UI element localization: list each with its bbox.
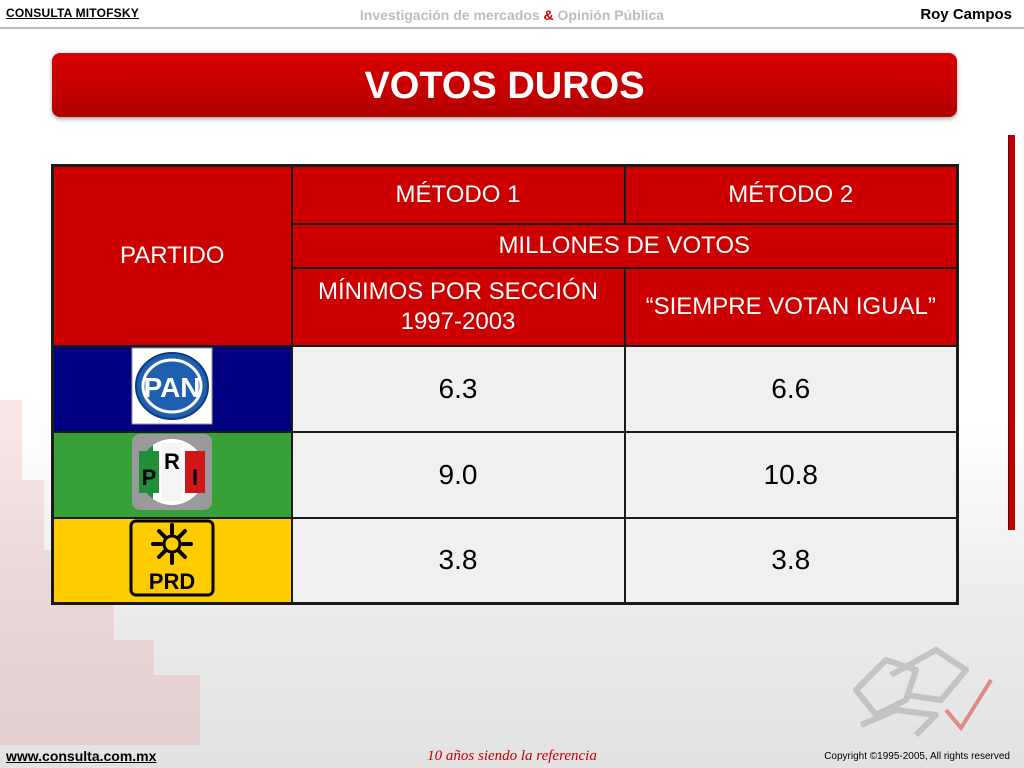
footer-copyright: Copyright ©1995-2005, All rights reserve…	[824, 751, 1010, 762]
footer-slogan: 10 años siendo la referencia	[427, 748, 597, 764]
pan-method2-value: 6.6	[623, 344, 959, 433]
svg-text:PAN: PAN	[144, 372, 201, 403]
pan-method1-value: 6.3	[290, 344, 626, 433]
footer: www.consulta.com.mx 10 años siendo la re…	[0, 746, 1024, 768]
pan-logo-icon: PAN	[131, 347, 213, 430]
svg-text:R: R	[164, 449, 180, 474]
party-cell-pri: P R I	[51, 430, 293, 519]
header-divider	[0, 27, 1024, 29]
right-accent-bar	[1008, 135, 1015, 530]
footer-url[interactable]: www.consulta.com.mx	[6, 748, 157, 764]
units-header: MILLONES DE VOTOS	[290, 222, 959, 269]
prd-method1-value: 3.8	[290, 516, 626, 605]
party-cell-prd: PRD	[51, 516, 293, 605]
tagline-ampersand: &	[543, 7, 554, 23]
method2-header: MÉTODO 2	[623, 164, 959, 225]
tagline-left: Investigación de mercados	[359, 7, 544, 23]
prd-logo-icon: PRD	[129, 519, 215, 602]
tagline-right: Opinión Pública	[553, 7, 665, 23]
top-bar: CONSULTA MITOFSKY Investigación de merca…	[0, 0, 1024, 28]
mitofsky-watermark-icon	[846, 640, 996, 740]
table-row: P R I 9.0 10.8	[51, 430, 959, 519]
pri-method1-value: 9.0	[290, 430, 626, 519]
pri-method2-value: 10.8	[623, 430, 959, 519]
author-name: Roy Campos	[920, 6, 1012, 23]
method2-description: “SIEMPRE VOTAN IGUAL”	[623, 266, 959, 347]
method1-header: MÉTODO 1	[290, 164, 626, 225]
svg-text:P: P	[142, 465, 157, 490]
table-row: PRD 3.8 3.8	[51, 516, 959, 605]
brand-name[interactable]: CONSULTA MITOFSKY	[6, 6, 139, 20]
prd-method2-value: 3.8	[623, 516, 959, 605]
method1-description: MÍNIMOS POR SECCIÓN 1997-2003	[290, 266, 626, 347]
page-title: VOTOS DUROS	[52, 53, 957, 117]
party-cell-pan: PAN	[51, 344, 293, 433]
svg-text:PRD: PRD	[149, 569, 195, 594]
votes-table: PARTIDO MÉTODO 1 MÉTODO 2 MILLONES DE VO…	[51, 164, 959, 605]
table-row: PAN 6.3 6.6	[51, 344, 959, 433]
pri-logo-icon: P R I	[131, 433, 213, 516]
svg-text:I: I	[192, 465, 198, 490]
partido-header: PARTIDO	[51, 164, 293, 347]
tagline: Investigación de mercados & Opinión Públ…	[0, 7, 1024, 23]
